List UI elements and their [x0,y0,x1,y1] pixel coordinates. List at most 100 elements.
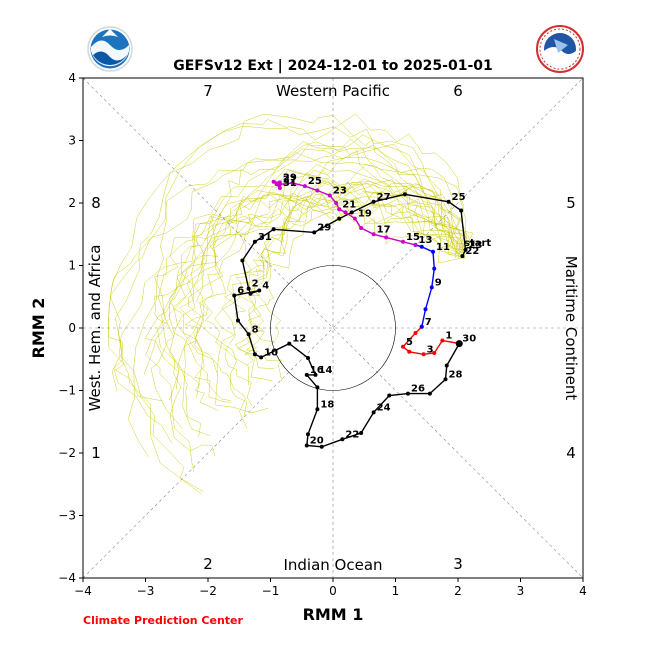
region-label-left: West. Hem. and Africa [86,245,104,412]
series-point [460,254,465,259]
start-label: start [464,238,491,249]
x-tick-label: −2 [199,584,217,598]
x-tick-label: 3 [517,584,525,598]
series-point [337,207,342,212]
day-label: 16 [310,365,324,376]
series-point [277,180,282,185]
x-tick-label: −3 [137,584,155,598]
series-point [402,192,407,197]
series-point [401,344,405,349]
series-point [290,181,295,185]
series-point [306,432,310,437]
series-point [252,239,257,244]
day-label: 22 [345,429,359,440]
y-tick-label: 0 [68,321,76,335]
day-label: 20 [310,436,324,447]
y-tick-label: −4 [58,571,76,585]
diagonal-guide [82,77,584,579]
day-label: 29 [317,222,331,233]
series-point [274,182,279,187]
y-tick-label: 2 [68,196,76,210]
series-point [419,244,424,249]
series-point [421,352,426,357]
phase-number-8: 8 [91,194,101,212]
ensemble-member-line [234,157,467,369]
series-point [271,179,276,184]
chart-title: GEFSv12 Ext | 2024-12-01 to 2025-01-01 [173,58,493,74]
day-label: 18 [320,399,334,410]
ensemble-member-line [133,119,465,495]
series-line-red [401,326,460,356]
day-label: 6 [237,286,244,297]
series-point [413,242,418,247]
ensemble-member-line [119,134,465,458]
series-point [252,352,257,357]
day-label: 1 [445,331,452,342]
day-label: 11 [436,242,450,253]
day-label: 9 [435,277,442,288]
day-label: 19 [358,209,372,220]
series-point [343,210,348,215]
series-point [371,199,376,204]
series-point [312,230,317,235]
series-point [271,227,276,232]
series-point [302,184,307,189]
series-point [352,216,357,221]
series-point [371,410,376,415]
series-point [423,307,428,312]
ensemble-member-line [169,150,474,390]
ensemble-member-line [154,164,464,401]
y-tick-label: 1 [68,259,76,273]
series-point [246,286,251,291]
noaa-logo [87,26,133,72]
series-point [240,258,245,263]
series-point [419,324,424,329]
day-label: 23 [469,240,483,251]
ensemble-member-line [145,138,467,473]
x-tick-label: −1 [262,584,280,598]
series-point [401,239,405,244]
credit-footer: Climate Prediction Center [83,614,243,627]
ensemble-member-line [237,164,460,382]
ensemble-member-line [176,192,467,412]
diagonal-guide [82,77,584,579]
x-tick-label: 1 [392,584,400,598]
day-label: 5 [406,337,413,348]
ensemble-member-line [107,145,458,444]
series-point [287,341,292,346]
series-point [359,226,364,230]
x-tick-label: −4 [74,584,92,598]
series-point [340,437,345,442]
series-point [459,208,464,213]
series-point [315,407,320,412]
series-point [337,216,342,221]
ensemble-member-line [179,141,468,418]
series-point [304,372,309,377]
phase-number-7: 7 [203,82,213,100]
y-axis-label: RMM 2 [29,298,48,359]
ensemble-member-line [168,181,465,437]
series-point [413,331,418,335]
ensemble-member-line [150,183,457,429]
phase-number-1: 1 [91,444,101,462]
series-point [406,391,410,396]
day-label: 31 [258,232,272,243]
ensemble-member-line [168,181,460,401]
series-point [306,356,310,360]
y-tick-label: 3 [68,134,76,148]
region-label-right: Maritime Continent [562,256,580,401]
series-line-black [233,193,467,448]
y-tick-label: −2 [58,446,76,460]
series-point [431,249,435,254]
series-point [444,363,449,368]
day-label: 15 [406,232,420,243]
day-label: 3 [427,344,434,355]
end-marker [455,340,463,348]
phase-number-2: 2 [203,555,213,573]
ensemble-member-line [107,113,468,392]
day-label: 22 [465,246,479,257]
phase-guide-lines [82,77,584,579]
day-label: 23 [333,186,347,197]
series-point [236,318,240,323]
ensemble-member-line [194,181,464,429]
